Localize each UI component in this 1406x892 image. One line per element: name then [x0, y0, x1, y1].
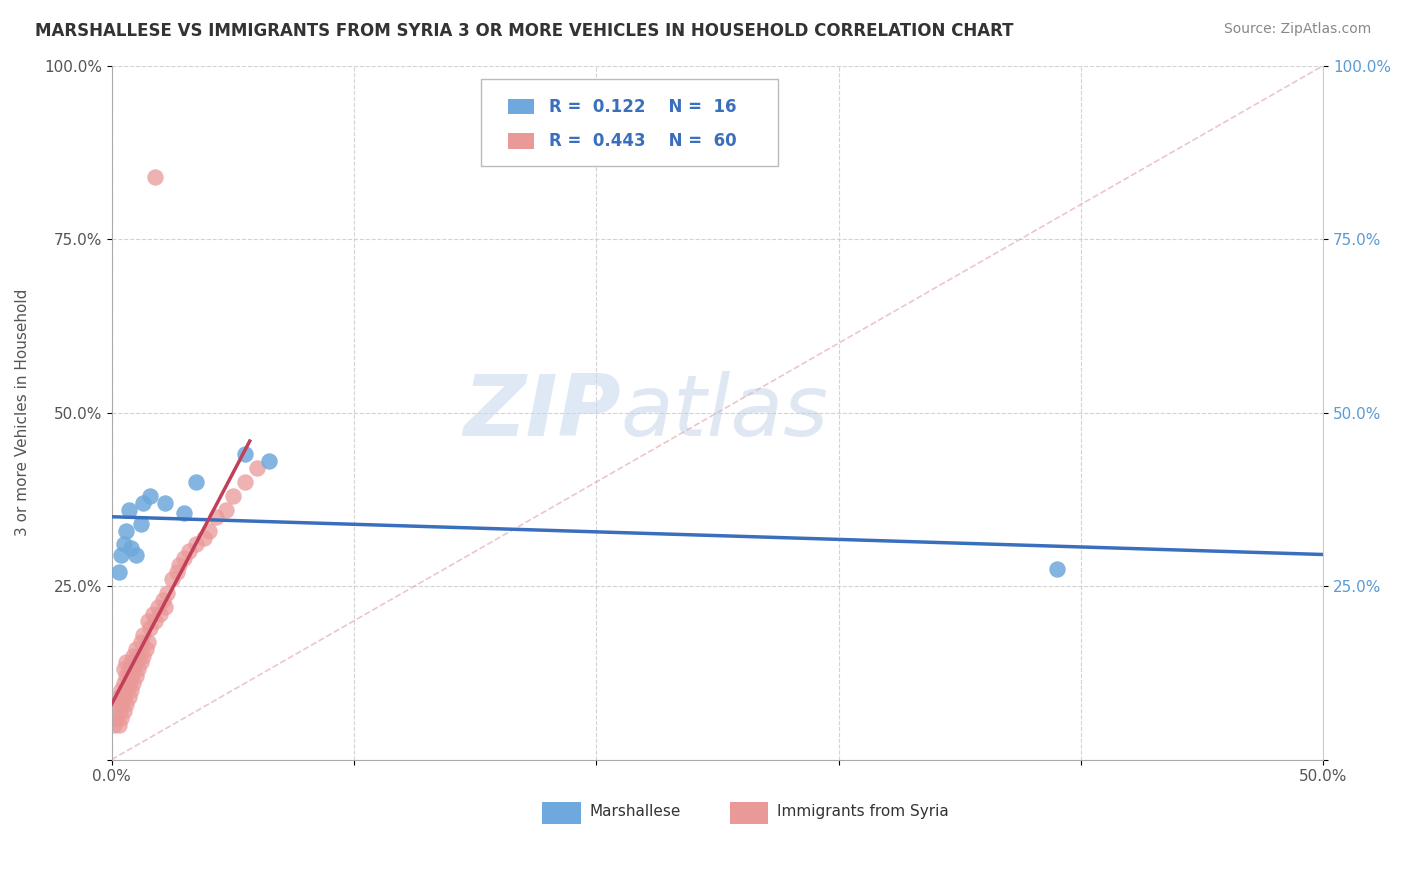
Point — [136, 614, 159, 628]
Point — [105, 711, 128, 725]
Point — [110, 697, 132, 711]
Point — [115, 524, 138, 538]
Point — [122, 648, 145, 663]
Point — [222, 489, 245, 503]
Point — [132, 648, 155, 663]
Point — [125, 656, 148, 670]
Point — [125, 548, 148, 562]
Text: Marshallese: Marshallese — [589, 805, 681, 819]
Point — [108, 704, 131, 718]
Point — [143, 169, 166, 184]
Text: atlas: atlas — [620, 371, 828, 454]
Point — [179, 544, 201, 558]
Point — [173, 551, 195, 566]
Point — [122, 662, 145, 676]
Text: MARSHALLESE VS IMMIGRANTS FROM SYRIA 3 OR MORE VEHICLES IN HOUSEHOLD CORRELATION: MARSHALLESE VS IMMIGRANTS FROM SYRIA 3 O… — [35, 22, 1014, 40]
Point — [153, 599, 176, 614]
Point — [139, 621, 162, 635]
FancyBboxPatch shape — [508, 99, 534, 114]
Point — [186, 475, 208, 489]
Text: Immigrants from Syria: Immigrants from Syria — [778, 805, 949, 819]
Point — [112, 704, 135, 718]
Point — [132, 496, 155, 510]
Point — [117, 676, 139, 690]
Point — [132, 628, 155, 642]
Point — [152, 593, 174, 607]
Point — [197, 524, 219, 538]
Point — [117, 662, 139, 676]
Point — [125, 641, 148, 656]
Point — [120, 541, 142, 555]
Point — [233, 475, 256, 489]
Point — [149, 607, 172, 621]
Point — [112, 537, 135, 551]
Point — [127, 648, 149, 663]
Point — [204, 509, 226, 524]
Point — [214, 502, 236, 516]
Point — [105, 697, 128, 711]
Point — [142, 607, 165, 621]
Point — [1046, 562, 1069, 576]
Point — [108, 690, 131, 705]
Point — [186, 537, 208, 551]
Point — [115, 656, 138, 670]
Point — [108, 718, 131, 732]
FancyBboxPatch shape — [730, 802, 768, 824]
Point — [169, 558, 191, 573]
Y-axis label: 3 or more Vehicles in Household: 3 or more Vehicles in Household — [15, 289, 30, 536]
Point — [117, 690, 139, 705]
Point — [115, 669, 138, 683]
Point — [129, 634, 152, 648]
Point — [135, 641, 157, 656]
Point — [129, 656, 152, 670]
Point — [257, 454, 280, 468]
Point — [120, 669, 142, 683]
Text: Source: ZipAtlas.com: Source: ZipAtlas.com — [1223, 22, 1371, 37]
Point — [120, 683, 142, 698]
Point — [173, 506, 195, 520]
Point — [120, 656, 142, 670]
Point — [153, 496, 176, 510]
Point — [115, 683, 138, 698]
Point — [125, 669, 148, 683]
Point — [136, 634, 159, 648]
Point — [110, 711, 132, 725]
FancyBboxPatch shape — [541, 802, 581, 824]
Point — [122, 676, 145, 690]
Point — [108, 566, 131, 580]
Point — [166, 566, 188, 580]
Point — [233, 447, 256, 461]
FancyBboxPatch shape — [508, 134, 534, 149]
Point — [139, 489, 162, 503]
Point — [110, 548, 132, 562]
Point — [112, 662, 135, 676]
FancyBboxPatch shape — [481, 79, 778, 166]
Point — [146, 599, 169, 614]
Point — [156, 586, 179, 600]
Point — [129, 516, 152, 531]
Point — [115, 697, 138, 711]
Point — [117, 502, 139, 516]
Text: R =  0.443    N =  60: R = 0.443 N = 60 — [548, 132, 737, 150]
Point — [143, 614, 166, 628]
Point — [193, 531, 215, 545]
Point — [103, 718, 125, 732]
Point — [112, 676, 135, 690]
Point — [127, 662, 149, 676]
Point — [110, 683, 132, 698]
Point — [160, 572, 183, 586]
Point — [246, 461, 269, 475]
Text: ZIP: ZIP — [463, 371, 620, 454]
Point — [112, 690, 135, 705]
Text: R =  0.122    N =  16: R = 0.122 N = 16 — [548, 98, 737, 116]
